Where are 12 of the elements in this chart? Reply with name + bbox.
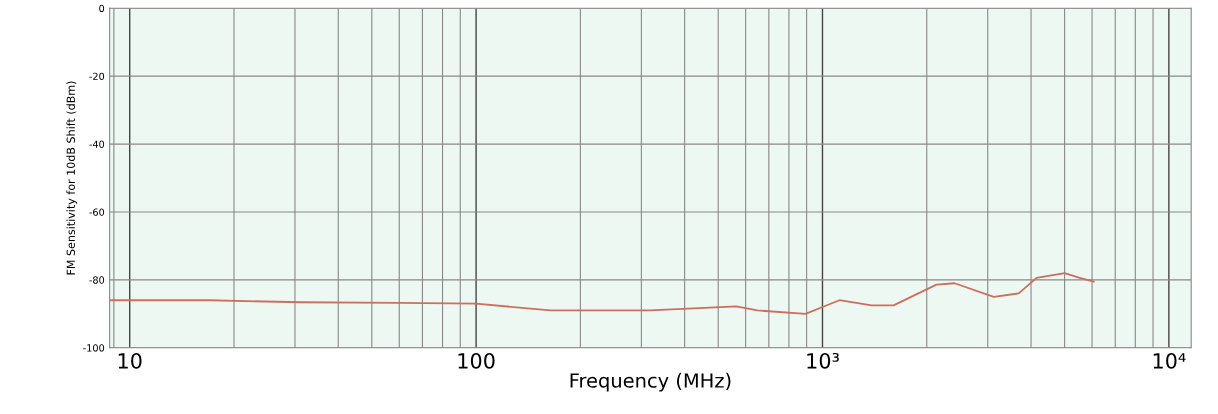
y-tick-label: -100 — [83, 344, 105, 352]
x-tick-label: 10⁴ — [1153, 352, 1186, 369]
y-tick-label: -20 — [89, 72, 105, 81]
y-tick-label: 0 — [99, 4, 105, 13]
y-tick-label: -60 — [89, 208, 105, 216]
y-axis-title: FM Sensitivity for 10dB Shift (dBm) — [66, 81, 78, 275]
x-tick-label: 10 — [118, 352, 142, 369]
y-tick-label: -80 — [89, 276, 105, 284]
x-axis-title: Frequency (MHz) — [570, 372, 731, 392]
x-tick-label: 10³ — [807, 352, 839, 369]
y-tick-label: -40 — [89, 140, 105, 148]
x-tick-label: 100 — [458, 352, 495, 369]
